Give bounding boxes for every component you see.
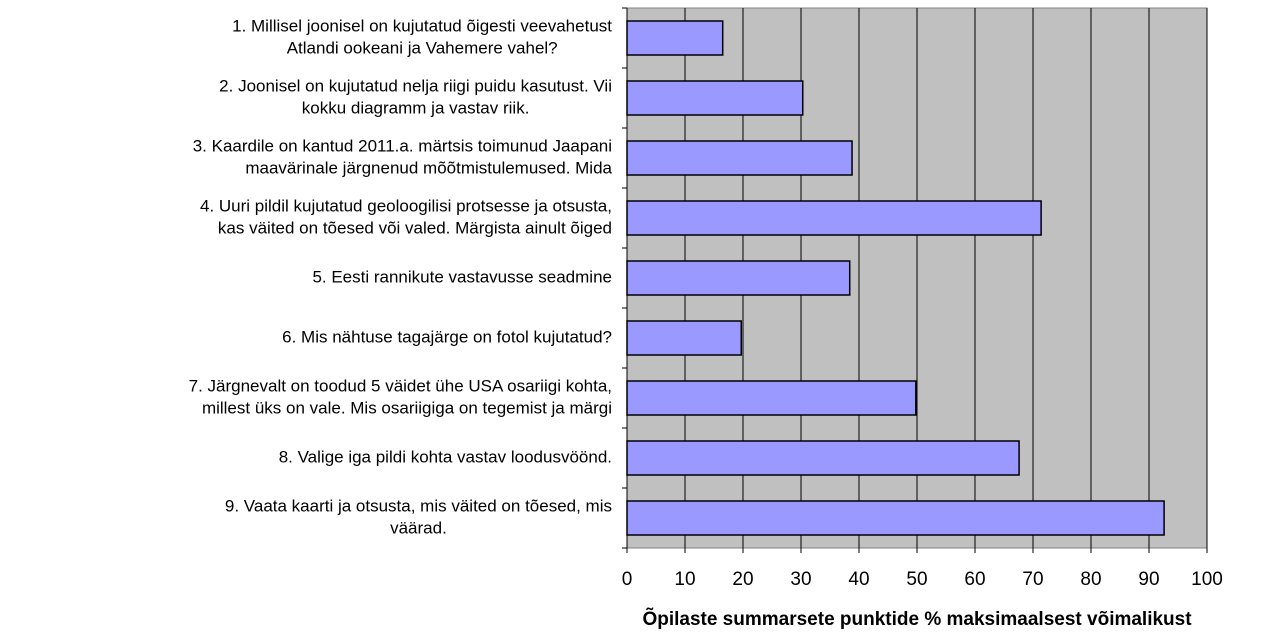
bar (626, 320, 743, 356)
x-tick-label: 70 (1022, 569, 1043, 590)
y-tick-label: Atlandi ookeani ja Vahemere vahel? (287, 38, 558, 57)
y-tick-label: väärad. (390, 518, 447, 537)
y-tick-label: 1. Millisel joonisel on kujutatud õigest… (232, 16, 612, 35)
x-tick-label: 20 (732, 569, 753, 590)
bar (626, 440, 1020, 476)
x-axis-title: Õpilaste summarsete punktide % maksimaal… (642, 608, 1192, 630)
y-tick-label: 2. Joonisel on kujutatud nelja riigi pui… (219, 76, 612, 95)
x-tick-label: 40 (848, 569, 869, 590)
y-tick-label: kokku diagramm ja vastav riik. (302, 98, 530, 117)
y-tick-label: maavärinale järgnenud mõõtmistulemused. … (245, 158, 612, 177)
x-tick-label: 80 (1080, 569, 1101, 590)
bar (626, 200, 1042, 236)
x-tick-label: 90 (1138, 569, 1159, 590)
x-tick-label: 0 (622, 569, 633, 590)
y-tick-label: 5. Eesti rannikute vastavusse seadmine (312, 267, 612, 286)
bar (626, 380, 917, 416)
x-tick-label: 30 (790, 569, 811, 590)
y-tick-label: 8. Valige iga pildi kohta vastav loodusv… (279, 447, 612, 466)
bar (626, 500, 1165, 536)
x-tick-label: 50 (906, 569, 927, 590)
bar (626, 260, 851, 296)
y-tick-label: 6. Mis nähtuse tagajärge on fotol kujuta… (282, 327, 612, 346)
x-tick-label: 10 (674, 569, 695, 590)
bar (626, 80, 804, 116)
x-tick-label: 100 (1191, 569, 1223, 590)
bar (626, 140, 853, 176)
x-tick-label: 60 (964, 569, 985, 590)
y-tick-label: 7. Järgnevalt on toodud 5 väidet ühe USA… (189, 376, 612, 395)
y-tick-label: kas väited on tõesed või valed. Märgista… (218, 218, 612, 237)
bar (626, 20, 724, 56)
y-tick-label: 4. Uuri pildil kujutatud geoloogilisi pr… (200, 196, 612, 215)
y-tick-label: 9. Vaata kaarti ja otsusta, mis väited o… (225, 496, 612, 515)
y-tick-label: 3. Kaardile on kantud 2011.a. märtsis to… (193, 136, 612, 155)
y-tick-label: millest üks on vale. Mis osariigiga on t… (202, 398, 612, 417)
